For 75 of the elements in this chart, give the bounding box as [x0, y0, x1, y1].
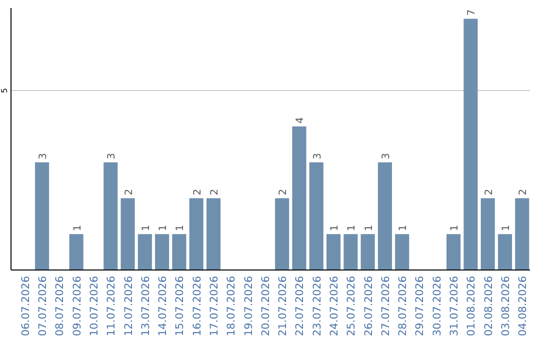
- bar: [172, 234, 186, 270]
- bar: [275, 198, 290, 270]
- y-tick-label: 5: [0, 88, 9, 94]
- x-tick-label: 22.07.2026: [294, 276, 306, 336]
- data-label: 2: [278, 188, 290, 196]
- bar: [69, 234, 84, 270]
- x-tick-label: 09.07.2026: [71, 276, 84, 336]
- data-label: 1: [330, 224, 341, 232]
- data-label: 2: [484, 188, 495, 196]
- bar: [326, 234, 341, 270]
- x-tick-label: 01.08.2026: [466, 276, 478, 336]
- data-label: 2: [518, 188, 530, 196]
- x-tick-label: 03.08.2026: [500, 276, 512, 336]
- data-label: 3: [38, 152, 50, 160]
- data-label: 1: [450, 224, 461, 232]
- x-tick-label: 28.07.2026: [397, 276, 410, 336]
- x-tick-label: 21.07.2026: [277, 276, 290, 336]
- data-label: 1: [72, 224, 84, 232]
- x-tick-label: 30.07.2026: [431, 276, 444, 336]
- x-tick-label: 08.07.2026: [54, 276, 66, 336]
- x-tick-label: 23.07.2026: [311, 276, 324, 336]
- x-tick-label: 13.07.2026: [140, 276, 152, 336]
- bar: [292, 126, 306, 270]
- x-tick-label: 19.07.2026: [242, 276, 255, 336]
- data-label: 2: [124, 188, 135, 196]
- x-tick-label: 12.07.2026: [122, 276, 135, 336]
- x-tick-label: 17.07.2026: [208, 276, 220, 336]
- bar: [138, 234, 152, 270]
- x-tick-label: 07.07.2026: [37, 276, 50, 336]
- bar: [446, 234, 461, 270]
- x-tick-label: 14.07.2026: [157, 276, 170, 336]
- x-tick-label: 04.08.2026: [517, 276, 530, 336]
- data-label: 1: [158, 224, 170, 232]
- bar: [309, 162, 324, 270]
- bar: [35, 162, 50, 270]
- x-tick-label: 29.07.2026: [414, 276, 426, 336]
- bar: [344, 234, 358, 270]
- x-tick-label: 15.07.2026: [174, 276, 186, 336]
- bar: [120, 198, 135, 270]
- bar: [395, 234, 410, 270]
- data-label: 7: [466, 9, 478, 16]
- bar: [378, 162, 392, 270]
- data-label: 1: [500, 224, 512, 232]
- x-tick-label: 24.07.2026: [328, 276, 341, 336]
- data-label: 2: [209, 188, 220, 196]
- x-tick-label: 02.08.2026: [482, 276, 495, 336]
- data-label: 3: [106, 152, 118, 160]
- x-tick-label: 25.07.2026: [346, 276, 358, 336]
- bar: [480, 198, 495, 270]
- x-tick-label: 10.07.2026: [88, 276, 100, 336]
- bar: [498, 234, 512, 270]
- bar: [155, 234, 170, 270]
- x-tick-label: 31.07.2026: [448, 276, 461, 336]
- x-tick-label: 16.07.2026: [191, 276, 204, 336]
- x-tick-label: 06.07.2026: [20, 276, 32, 336]
- data-label: 1: [398, 224, 410, 232]
- x-tick-label: 11.07.2026: [106, 276, 118, 336]
- bar: [360, 234, 375, 270]
- data-label: 1: [175, 224, 186, 232]
- data-label: 1: [364, 224, 375, 232]
- data-label: 1: [140, 224, 152, 232]
- data-label: 2: [192, 188, 204, 196]
- bar: [206, 198, 221, 270]
- data-label: 3: [380, 152, 392, 160]
- bar: [104, 162, 118, 270]
- x-tick-label: 18.07.2026: [226, 276, 238, 336]
- data-label: 1: [346, 224, 358, 232]
- x-tick-label: 20.07.2026: [260, 276, 272, 336]
- bar: [464, 18, 478, 270]
- x-tick-label: 27.07.2026: [380, 276, 392, 336]
- data-label: 3: [312, 152, 324, 160]
- data-label: 4: [295, 117, 306, 124]
- bar: [515, 198, 530, 270]
- x-tick-label: 26.07.2026: [362, 276, 375, 336]
- bar: [189, 198, 204, 270]
